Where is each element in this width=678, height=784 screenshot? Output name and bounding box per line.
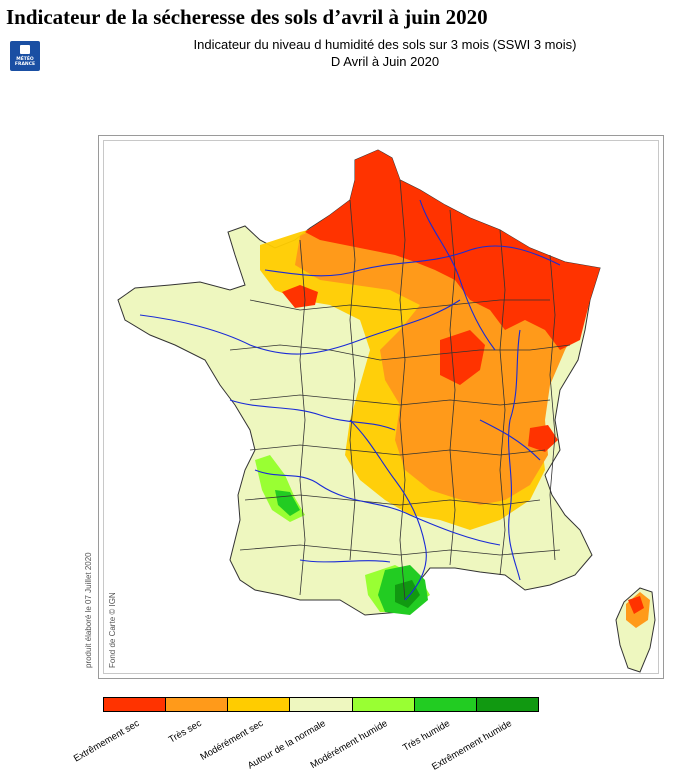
logo-text: MÉTÉO FRANCE (14, 57, 36, 67)
legend-swatch-very-wet (414, 698, 477, 711)
zone-extremely-dry-alps (528, 425, 558, 452)
legend-swatch-moderately-wet (352, 698, 415, 711)
credit-basemap: Fond de Carte © IGN (108, 592, 117, 668)
legend-swatch-extremely-dry (104, 698, 167, 711)
logo-mark (20, 45, 30, 54)
zone-extremely-dry-normandy (282, 285, 318, 308)
credit-produced-date: produit élaboré le 07 Juillet 2020 (84, 552, 93, 668)
legend-swatch-very-dry (166, 698, 229, 711)
rivers (139, 199, 561, 601)
zone-extremely-wet-languedoc (395, 580, 420, 608)
subtitle-line-1: Indicateur du niveau d humidité des sols… (193, 37, 577, 52)
legend-swatch-moderately-dry (228, 698, 291, 711)
department-borders (229, 179, 571, 601)
legend-swatch-normal (290, 698, 353, 711)
legend-color-bar (103, 697, 539, 712)
meteo-france-logo-icon: MÉTÉO FRANCE (10, 41, 40, 71)
subtitle-line-2: D Avril à Juin 2020 (330, 54, 440, 69)
map-subtitle: Indicateur du niveau d humidité des sols… (150, 36, 620, 70)
map-title: Indicateur de la sécheresse des sols d’a… (6, 5, 488, 29)
corsica-extremely-dry (628, 596, 644, 614)
legend-swatch-extremely-wet (476, 698, 538, 711)
map-inner-frame (103, 140, 659, 674)
